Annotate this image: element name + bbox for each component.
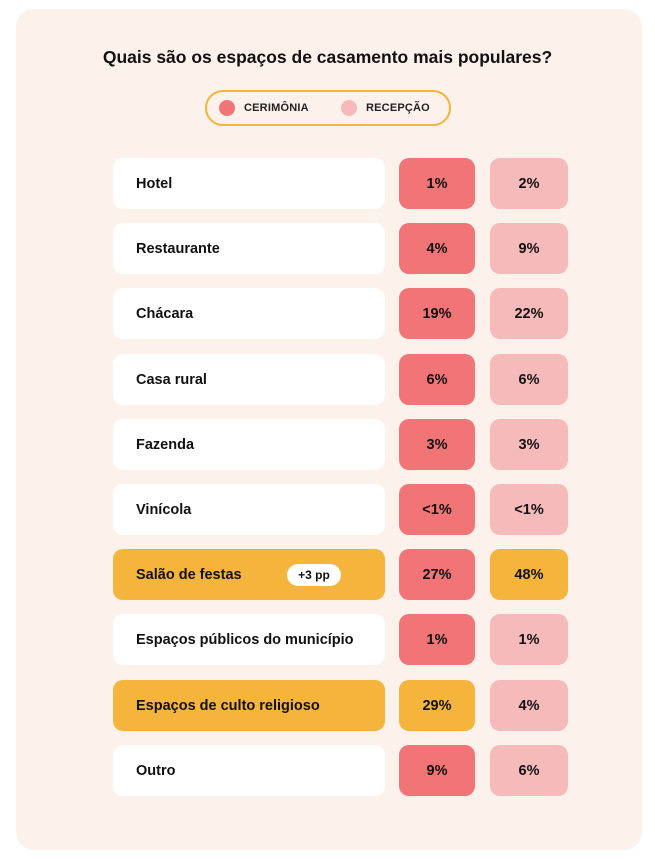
ceremony-value: 19%	[399, 288, 475, 339]
reception-value: <1%	[490, 484, 568, 535]
table-row: Casa rural 6% 6%	[0, 354, 655, 405]
row-label: Chácara	[136, 305, 194, 322]
row-label: Hotel	[136, 175, 173, 192]
ceremony-value: 29%	[399, 680, 475, 731]
legend: CERIMÔNIA RECEPÇÃO	[205, 90, 451, 126]
reception-value: 3%	[490, 419, 568, 470]
table-row: Fazenda 3% 3%	[0, 419, 655, 470]
row-label-box: Restaurante	[113, 223, 385, 274]
ceremony-value: 27%	[399, 549, 475, 600]
row-label: Espaços públicos do município	[136, 631, 354, 648]
reception-value: 2%	[490, 158, 568, 209]
legend-label-ceremony: CERIMÔNIA	[244, 102, 309, 114]
table-row: Hotel 1% 2%	[0, 158, 655, 209]
ceremony-value: 4%	[399, 223, 475, 274]
row-label-box: Fazenda	[113, 419, 385, 470]
reception-value: 6%	[490, 354, 568, 405]
table-row: Espaços de culto religioso 29% 4%	[0, 680, 655, 731]
row-label-box: Outro	[113, 745, 385, 796]
ceremony-value: 1%	[399, 158, 475, 209]
table-row: Vinícola <1% <1%	[0, 484, 655, 535]
reception-value: 9%	[490, 223, 568, 274]
table-row: Espaços públicos do município 1% 1%	[0, 614, 655, 665]
ceremony-value: 6%	[399, 354, 475, 405]
chart-title: Quais são os espaços de casamento mais p…	[102, 47, 553, 67]
row-label-box: Casa rural	[113, 354, 385, 405]
table-row: Salão de festas +3 pp 27% 48%	[0, 549, 655, 600]
reception-value: 6%	[490, 745, 568, 796]
table-row: Outro 9% 6%	[0, 745, 655, 796]
ceremony-value: 3%	[399, 419, 475, 470]
row-label: Espaços de culto religioso	[136, 697, 320, 714]
row-label-box: Salão de festas	[113, 549, 385, 600]
row-label: Fazenda	[136, 436, 195, 453]
legend-item-ceremony: CERIMÔNIA	[219, 92, 309, 124]
row-label-box: Espaços públicos do município	[113, 614, 385, 665]
row-label-box: Hotel	[113, 158, 385, 209]
row-label: Salão de festas	[136, 566, 242, 583]
row-label-box: Vinícola	[113, 484, 385, 535]
ceremony-value: 9%	[399, 745, 475, 796]
reception-value: 4%	[490, 680, 568, 731]
reception-value: 1%	[490, 614, 568, 665]
row-label-box: Chácara	[113, 288, 385, 339]
row-label: Vinícola	[136, 501, 192, 518]
reception-value: 22%	[490, 288, 568, 339]
ceremony-dot-icon	[219, 100, 235, 116]
row-label: Outro	[136, 762, 176, 779]
reception-dot-icon	[341, 100, 357, 116]
ceremony-value: <1%	[399, 484, 475, 535]
legend-item-reception: RECEPÇÃO	[341, 92, 430, 124]
legend-label-reception: RECEPÇÃO	[366, 102, 430, 114]
table-row: Chácara 19% 22%	[0, 288, 655, 339]
row-label: Restaurante	[136, 240, 220, 257]
table-row: Restaurante 4% 9%	[0, 223, 655, 274]
row-label-box: Espaços de culto religioso	[113, 680, 385, 731]
reception-value: 48%	[490, 549, 568, 600]
row-label: Casa rural	[136, 371, 207, 388]
change-badge: +3 pp	[287, 564, 341, 586]
ceremony-value: 1%	[399, 614, 475, 665]
